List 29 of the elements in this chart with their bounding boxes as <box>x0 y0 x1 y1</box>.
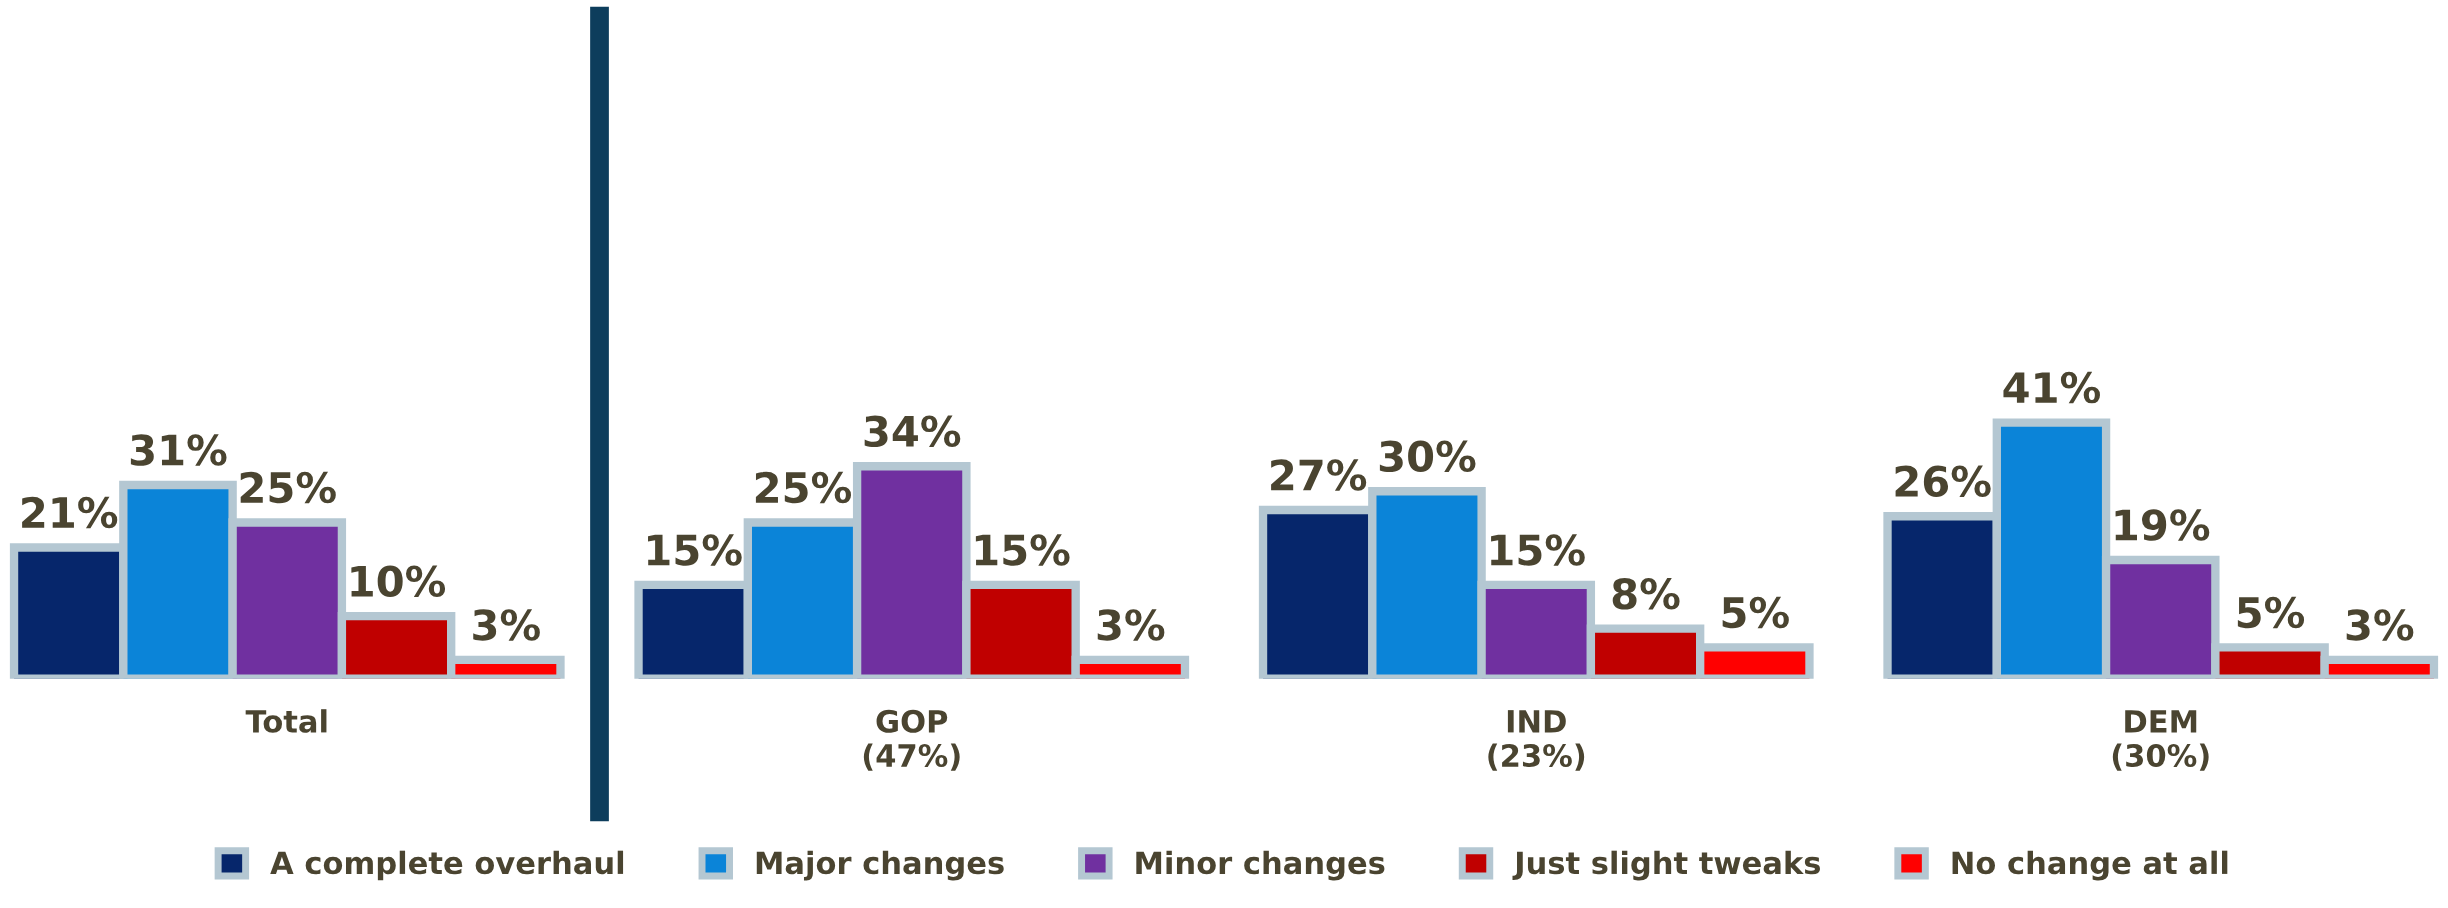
data-label: 34% <box>864 415 961 448</box>
x-tick-label: Total <box>245 709 327 733</box>
data-label: 15% <box>648 534 742 566</box>
legend-label: Major changes <box>756 850 1004 881</box>
x-tick-label: DEM (30%) <box>2112 710 2209 771</box>
data-label: 5% <box>2237 596 2305 629</box>
data-label: 3% <box>1097 609 1165 641</box>
data-label: 19% <box>2115 509 2210 541</box>
data-label: 21% <box>22 496 118 529</box>
legend-label: Just slight tweaks <box>1512 850 1820 881</box>
data-label: 26% <box>1895 465 1991 498</box>
data-label: 3% <box>473 609 540 641</box>
data-label: 31% <box>130 434 227 466</box>
data-label: 41% <box>2003 371 2100 404</box>
data-label: 3% <box>2346 609 2414 641</box>
data-label: 27% <box>1271 459 1367 491</box>
legend-label: A complete overhaul <box>270 850 624 881</box>
data-label: 10% <box>351 565 446 597</box>
data-label: 15% <box>1491 534 1585 566</box>
data-label: 30% <box>1379 440 1476 473</box>
x-tick-label: GOP (47%) <box>863 709 960 771</box>
data-label: 25% <box>755 471 852 504</box>
legend-label: No change at all <box>1952 850 2228 881</box>
x-tick-label: IND (23%) <box>1488 710 1585 771</box>
data-label: 25% <box>240 471 336 504</box>
data-label: 15% <box>975 534 1070 566</box>
data-label: 8% <box>1612 577 1680 610</box>
legend-label: Minor changes <box>1136 850 1385 881</box>
data-label: 5% <box>1722 596 1789 629</box>
